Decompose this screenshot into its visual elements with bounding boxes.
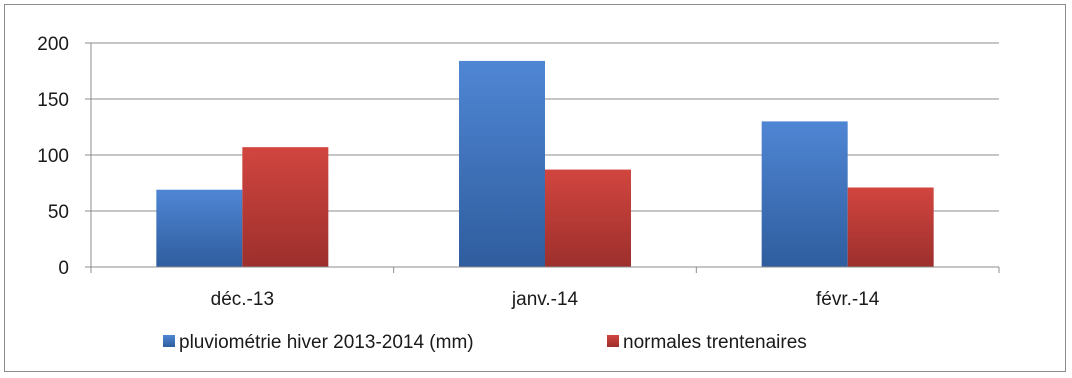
y-tick-label: 50 (48, 202, 69, 223)
y-tick-label: 0 (58, 258, 69, 279)
bar-series-2-1 (242, 147, 329, 267)
legend-swatch-2 (607, 335, 619, 347)
bar-series-2-2 (545, 169, 631, 267)
x-category-label: janv.-14 (511, 289, 579, 310)
chart-frame: 0 50 100 150 200 déc.-13 janv.-14 févr.-14 plu… (4, 4, 1066, 372)
bar-series-2-3 (847, 187, 934, 267)
bar-series-1-1 (156, 189, 243, 267)
legend-label-1: pluviométrie hiver 2013-2014 (mm) (179, 332, 474, 353)
y-tick-labels: 0 50 100 150 200 (37, 34, 69, 279)
bars (156, 60, 934, 268)
y-tick-label: 100 (37, 146, 69, 167)
x-category-label: févr.-14 (816, 289, 880, 310)
bar-series-1-3 (761, 121, 848, 268)
legend-label-2: normales trentenaires (623, 332, 807, 353)
x-category-labels: déc.-13 janv.-14 févr.-14 (211, 289, 880, 310)
bar-series-1-2 (459, 60, 545, 267)
y-tick-label: 200 (37, 34, 69, 55)
legend-swatch-1 (163, 335, 175, 347)
axes (85, 42, 1000, 273)
bar-chart: 0 50 100 150 200 déc.-13 janv.-14 févr.-14 plu… (37, 34, 1000, 353)
y-tick-label: 150 (37, 90, 69, 111)
legend: pluviométrie hiver 2013-2014 (mm) normale… (163, 332, 807, 353)
x-category-label: déc.-13 (211, 289, 274, 310)
